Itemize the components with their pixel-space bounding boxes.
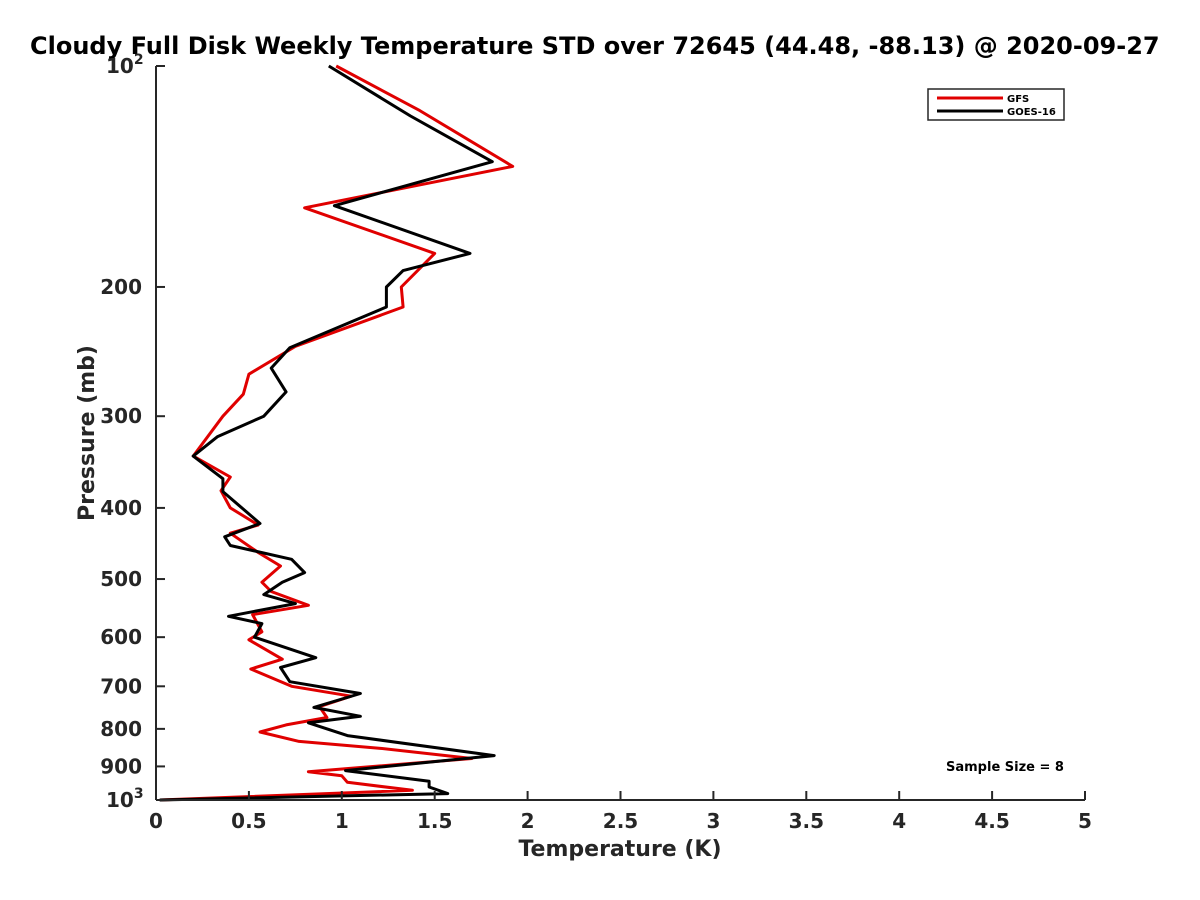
x-tick-label: 3.5 [789,809,824,833]
x-tick-label: 1 [335,809,349,833]
x-axis-label: Temperature (K) [518,837,721,862]
y-tick-label: 500 [100,567,142,591]
legend-box [927,88,1065,121]
y-tick-label: 200 [100,275,142,299]
x-tick-label: 2 [521,809,535,833]
plot-area [156,66,1085,800]
y-tick-label: 102 [106,52,144,78]
y-tick-label: 600 [100,625,142,649]
x-tick-label: 0 [149,809,163,833]
y-tick-label: 700 [100,674,142,698]
series-line-gfs [159,64,515,802]
y-tick-label: 300 [100,404,142,428]
y-tick-label: 103 [106,786,144,812]
x-tick-label: 3 [706,809,720,833]
legend-label-goes16: GOES-16 [1007,107,1056,118]
x-tick-label: 0.5 [231,809,266,833]
legend: GFS GOES-16 [927,88,1065,121]
x-axis-ticks: 0 0.5 1 1.5 2 2.5 3 3.5 4 4.5 5 [149,791,1092,833]
y-axis-ticks: 102 200 300 400 500 600 700 800 900 103 [100,52,165,812]
y-axis-label: Pressure (mb) [75,345,100,521]
series-line-goes16 [159,64,496,802]
plot-background [156,66,1085,800]
x-tick-label: 1.5 [417,809,452,833]
y-tick-label: 400 [100,496,142,520]
y-tick-label: 900 [100,754,142,778]
x-tick-label: 4.5 [974,809,1009,833]
chart-title: Cloudy Full Disk Weekly Temperature STD … [30,32,1160,60]
series-layer [159,64,515,802]
legend-label-gfs: GFS [1007,94,1029,105]
x-tick-label: 2.5 [603,809,638,833]
x-tick-label: 4 [892,809,906,833]
y-tick-label: 800 [100,717,142,741]
sample-size-annotation: Sample Size = 8 [946,760,1064,775]
x-tick-label: 5 [1078,809,1092,833]
